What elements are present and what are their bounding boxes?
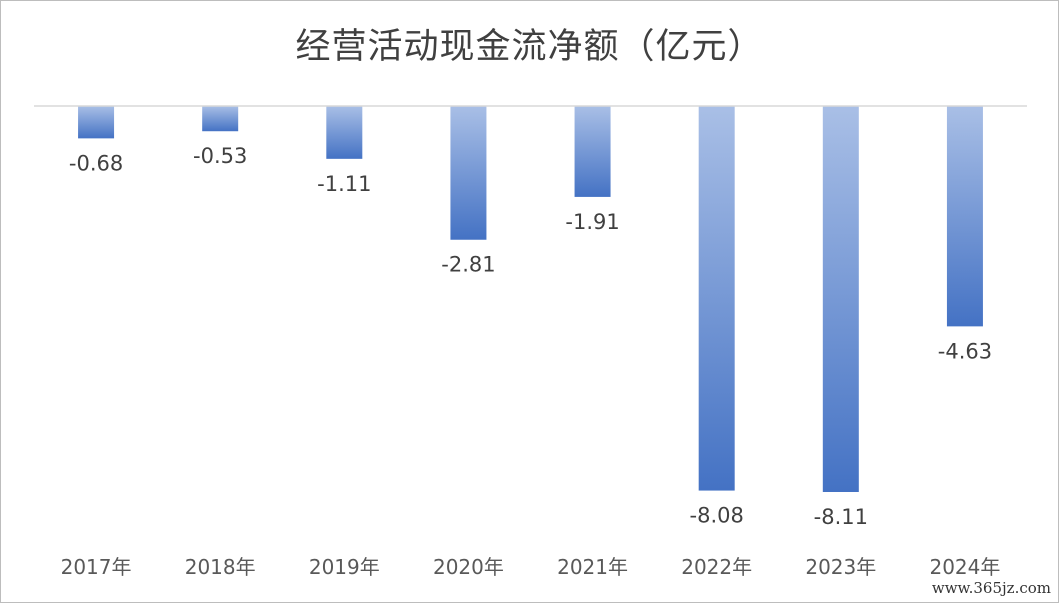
x-tick-label: 2024年 [929, 555, 1000, 579]
bar-2022年 [698, 106, 735, 491]
data-label: -1.11 [317, 172, 371, 196]
x-tick-label: 2020年 [433, 555, 504, 579]
bar-2017年 [78, 106, 115, 139]
data-label: -8.08 [690, 504, 744, 528]
data-label: -0.53 [193, 144, 247, 168]
bar-2024年 [946, 106, 983, 327]
x-tick-label: 2021年 [557, 555, 628, 579]
data-label: -1.91 [565, 210, 619, 234]
data-label: -4.63 [938, 339, 992, 363]
x-tick-label: 2019年 [309, 555, 380, 579]
bar-2020年 [450, 106, 487, 240]
x-tick-label: 2022年 [681, 555, 752, 579]
chart-title: 经营活动现金流净额（亿元） [295, 27, 764, 67]
x-tick-label: 2017年 [61, 555, 132, 579]
bar-2023年 [822, 106, 859, 492]
bar-2021年 [574, 106, 611, 197]
x-tick-label: 2023年 [805, 555, 876, 579]
data-label: -2.81 [441, 253, 495, 277]
x-tick-label: 2018年 [185, 555, 256, 579]
data-label: -0.68 [69, 151, 123, 175]
bar-2019年 [326, 106, 363, 159]
data-label: -8.11 [814, 505, 868, 529]
bar-2018年 [202, 106, 239, 132]
watermark: www.365jz.com [931, 579, 1051, 597]
